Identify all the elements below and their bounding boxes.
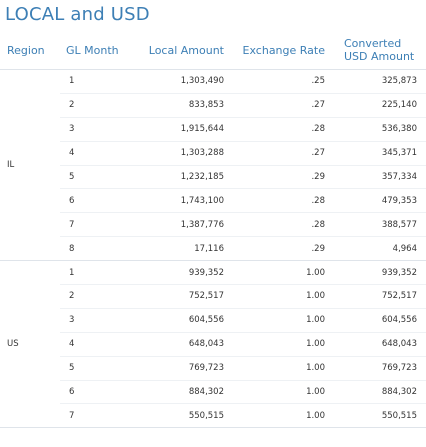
- cell-exchange-rate: 1.00: [230, 284, 331, 309]
- cell-gl-month: 4: [60, 332, 130, 357]
- column-header-converted-usd-amount[interactable]: Converted USD Amount: [331, 31, 426, 70]
- table-row: 7 550,515 1.00 550,515: [0, 403, 426, 429]
- cell-exchange-rate: .27: [230, 93, 331, 118]
- table-row: US 1 939,352 1.00 939,352: [0, 260, 426, 429]
- cell-exchange-rate: .25: [230, 69, 331, 94]
- cell-exchange-rate: 1.00: [230, 380, 331, 405]
- cell-gl-month: 1: [60, 69, 130, 94]
- cell-local-amount: 1,303,490: [130, 69, 230, 94]
- cell-local-amount: 1,387,776: [130, 212, 230, 238]
- report-title: LOCAL and USD: [5, 4, 150, 25]
- cell-local-amount: 1,743,100: [130, 188, 230, 214]
- cell-local-amount: 604,556: [130, 308, 230, 333]
- cell-gl-month: 7: [60, 212, 130, 238]
- column-header-region[interactable]: Region: [0, 31, 60, 70]
- cell-local-amount: 833,853: [130, 93, 230, 118]
- table-row: 2 752,517 1.00 752,517: [0, 284, 426, 309]
- table-header: Region GL Month Local Amount Exchange Ra…: [0, 31, 426, 70]
- cell-converted-usd: 939,352: [331, 260, 426, 286]
- cell-gl-month: 8: [60, 236, 130, 262]
- table-row: 8 17,116.29 4,964: [0, 236, 426, 262]
- cell-converted-usd: 388,577: [331, 212, 426, 238]
- cell-exchange-rate: .28: [230, 188, 331, 214]
- cell-exchange-rate: .28: [230, 117, 331, 142]
- cell-gl-month: 3: [60, 308, 130, 333]
- table-row: 2 833,853.27 225,140: [0, 93, 426, 118]
- cell-local-amount: 1,232,185: [130, 165, 230, 190]
- table-row: 6 884,302 1.00 884,302: [0, 380, 426, 405]
- cell-gl-month: 2: [60, 284, 130, 309]
- cell-gl-month: 7: [60, 403, 130, 429]
- cell-converted-usd: 479,353: [331, 188, 426, 214]
- cell-converted-usd: 357,334: [331, 165, 426, 190]
- cell-converted-usd: 550,515: [331, 403, 426, 429]
- column-header-converted-line2: USD Amount: [344, 50, 415, 63]
- column-header-exchange-rate[interactable]: Exchange Rate: [230, 31, 331, 70]
- column-header-gl-month[interactable]: GL Month: [60, 31, 130, 70]
- cell-region: US: [0, 260, 60, 429]
- cell-exchange-rate: 1.00: [230, 356, 331, 381]
- table-row: 4 648,043 1.00 648,043: [0, 332, 426, 357]
- cell-local-amount: 939,352: [130, 260, 230, 286]
- cell-gl-month: 4: [60, 141, 130, 166]
- cell-converted-usd: 536,380: [331, 117, 426, 142]
- cell-converted-usd: 604,556: [331, 308, 426, 333]
- table-row: 3 604,556 1.00 604,556: [0, 308, 426, 333]
- table-row: 4 1,303,288.27 345,371: [0, 141, 426, 166]
- data-table: Region GL Month Local Amount Exchange Ra…: [0, 31, 426, 429]
- table-row: IL 1 1,303,490.25 325,873: [0, 69, 426, 262]
- cell-local-amount: 752,517: [130, 284, 230, 309]
- cell-converted-usd: 345,371: [331, 141, 426, 166]
- table-row: 5 1,232,185.29 357,334: [0, 165, 426, 190]
- cell-converted-usd: 225,140: [331, 93, 426, 118]
- cell-gl-month: 6: [60, 188, 130, 214]
- column-header-local-amount[interactable]: Local Amount: [130, 31, 230, 70]
- cell-exchange-rate: .29: [230, 165, 331, 190]
- cell-exchange-rate: .27: [230, 141, 331, 166]
- cell-gl-month: 1: [60, 260, 130, 286]
- cell-local-amount: 1,303,288: [130, 141, 230, 166]
- cell-converted-usd: 752,517: [331, 284, 426, 309]
- cell-local-amount: 769,723: [130, 356, 230, 381]
- cell-exchange-rate: 1.00: [230, 260, 331, 286]
- cell-converted-usd: 884,302: [331, 380, 426, 405]
- cell-exchange-rate: 1.00: [230, 403, 331, 429]
- cell-gl-month: 5: [60, 165, 130, 190]
- cell-converted-usd: 648,043: [331, 332, 426, 357]
- cell-local-amount: 1,915,644: [130, 117, 230, 142]
- cell-region: IL: [0, 69, 60, 262]
- table-row: 5 769,723 1.00 769,723: [0, 356, 426, 381]
- cell-converted-usd: 325,873: [331, 69, 426, 94]
- table-row: 3 1,915,644.28 536,380: [0, 117, 426, 142]
- column-header-converted-line1: Converted: [344, 37, 402, 50]
- cell-local-amount: 884,302: [130, 380, 230, 405]
- cell-local-amount: 648,043: [130, 332, 230, 357]
- table-row: 6 1,743,100.28 479,353: [0, 188, 426, 214]
- cell-gl-month: 6: [60, 380, 130, 405]
- cell-exchange-rate: .29: [230, 236, 331, 262]
- cell-exchange-rate: 1.00: [230, 308, 331, 333]
- cell-gl-month: 2: [60, 93, 130, 118]
- cell-converted-usd: 769,723: [331, 356, 426, 381]
- cell-local-amount: 550,515: [130, 403, 230, 429]
- table-body: IL 1 1,303,490.25 325,873 2 833,853.27 225,140…: [0, 69, 426, 429]
- cell-exchange-rate: 1.00: [230, 332, 331, 357]
- cell-gl-month: 5: [60, 356, 130, 381]
- cell-gl-month: 3: [60, 117, 130, 142]
- cell-local-amount: 17,116: [130, 236, 230, 262]
- table-row: 7 1,387,776.28 388,577: [0, 212, 426, 238]
- cell-exchange-rate: .28: [230, 212, 331, 238]
- cell-converted-usd: 4,964: [331, 236, 426, 262]
